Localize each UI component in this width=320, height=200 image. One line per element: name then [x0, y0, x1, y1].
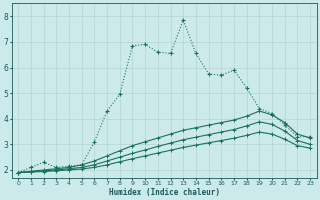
- X-axis label: Humidex (Indice chaleur): Humidex (Indice chaleur): [109, 188, 220, 197]
